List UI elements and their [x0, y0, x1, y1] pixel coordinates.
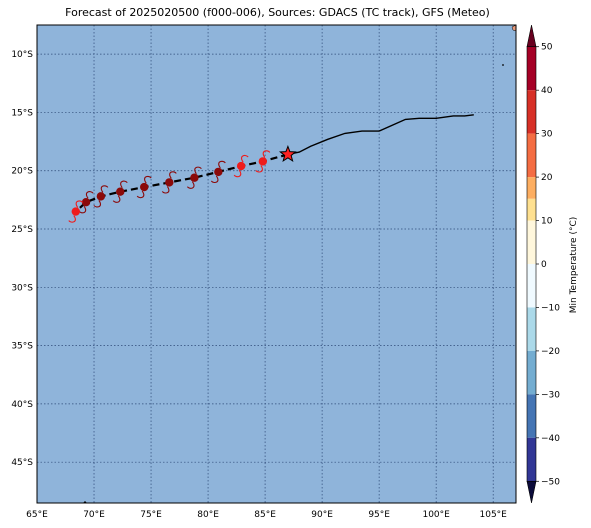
colorbar-tick-label: −50 [541, 477, 560, 487]
cyclone-arm-lower [93, 200, 102, 208]
lon-tick-label: 65°E [26, 510, 48, 520]
cyclone-marker [161, 171, 177, 194]
ocean-background [37, 25, 516, 503]
cyclone-arm-upper [100, 185, 109, 193]
cyclone-marker [93, 185, 109, 208]
cyclone-marker [210, 160, 226, 184]
colorbar-tick-label: 30 [541, 130, 553, 140]
cyclone-arm-lower [161, 186, 170, 194]
colorbar-segment [527, 90, 536, 134]
lon-tick-label: 90°E [311, 510, 333, 520]
colorbar: 50 40 30 20 10 0 −10 −20 −30 −40 −50 [526, 24, 560, 504]
colorbar-segment [527, 350, 536, 395]
cyclone-marker [233, 154, 249, 178]
cyclone-center-dot [214, 167, 223, 177]
lat-tick-label: 45°S [11, 458, 33, 468]
island-dot [502, 64, 504, 66]
colorbar-extend-top [526, 24, 537, 48]
cyclone-center-dot [96, 192, 106, 201]
cyclone-arm-upper [169, 171, 177, 179]
colorbar-segment [527, 307, 536, 351]
cyclone-marker [112, 180, 128, 203]
cyclone-arm-upper [75, 200, 84, 208]
colorbar-tick-label: 10 [541, 217, 553, 227]
map-frame [36, 24, 517, 504]
lat-tick-label: 30°S [11, 283, 33, 293]
cyclone-arm-upper [262, 150, 271, 158]
lat-tick-label: 40°S [11, 400, 33, 410]
cyclone-arm-lower [136, 190, 145, 199]
cyclone-marker [68, 200, 84, 223]
cyclone-arm-upper [120, 180, 128, 189]
colorbar-segment [527, 133, 536, 178]
cyclone-center-dot [140, 182, 149, 192]
colorbar-tick-label: 50 [541, 43, 553, 53]
cyclone-arm-upper [194, 166, 202, 175]
cyclone-arm-lower [112, 195, 121, 203]
cyclone-arm-lower [210, 175, 219, 184]
cyclone-marker [255, 150, 271, 173]
lon-tick-label: 95°E [368, 510, 390, 520]
cyclone-arm-upper [218, 160, 226, 169]
cyclone-marker [136, 175, 152, 199]
lat-tick-label: 25°S [11, 225, 33, 235]
cyclone-center-dot [71, 207, 80, 216]
colorbar-tick-label: −30 [541, 390, 560, 400]
lat-tick-label: 15°S [11, 108, 33, 118]
cyclone-center-dot [116, 187, 125, 196]
colorbar-segment [527, 220, 536, 264]
colorbar-tick-label: 0 [541, 260, 547, 270]
lon-tick-label: 75°E [140, 510, 162, 520]
cyclone-center-dot [165, 178, 174, 187]
current-position-star [278, 145, 297, 163]
axis-tick-labels: 65°E 70°E 75°E 80°E 85°E 90°E 95°E 100°E 105°E 10… [11, 50, 507, 520]
colorbar-segment [527, 198, 536, 221]
colorbar-segment [527, 46, 536, 91]
lat-tick-label: 10°S [11, 50, 33, 60]
colorbar-label: Min Temperature (°C) [569, 217, 579, 314]
colorbar-segment [527, 394, 536, 438]
lon-tick-label: 70°E [83, 510, 105, 520]
cyclone-arm-upper [144, 175, 152, 184]
colorbar-segment [527, 437, 536, 482]
cyclone-center-dot [236, 161, 246, 171]
colorbar-segment [527, 177, 536, 199]
map-title: Forecast of 2025020500 (f000-006), Sourc… [65, 6, 490, 19]
lon-tick-label: 105°E [480, 510, 508, 520]
lat-tick-label: 20°S [11, 167, 33, 177]
graticule [37, 25, 516, 503]
cyclone-center-dot [190, 173, 199, 182]
lon-tick-label: 100°E [422, 510, 450, 520]
colorbar-tick-label: −10 [541, 303, 560, 313]
cyclone-arm-lower [186, 181, 195, 189]
cyclone-arm-upper [85, 191, 94, 199]
colorbar-segment [527, 264, 536, 308]
lon-tick-label: 80°E [197, 510, 219, 520]
cyclone-arm-lower [233, 169, 242, 178]
colorbar-tick-label: −20 [541, 347, 560, 357]
cyclone-arm-upper [240, 154, 249, 163]
observed-track-line [287, 114, 474, 156]
cyclone-center-dot [258, 157, 268, 166]
cyclone-arm-lower [68, 215, 76, 223]
cyclone-arm-lower [255, 165, 263, 173]
cyclone-marker [186, 166, 202, 189]
colorbar-extend-bottom [526, 480, 537, 504]
forecast-markers [68, 145, 297, 223]
lon-tick-label: 85°E [254, 510, 276, 520]
cyclone-center-dot [81, 198, 91, 207]
colorbar-tick-label: 40 [541, 86, 553, 96]
colorbar-tick-label: 20 [541, 173, 553, 183]
colorbar-tick-label: −40 [541, 434, 560, 444]
lat-tick-label: 35°S [11, 342, 33, 352]
